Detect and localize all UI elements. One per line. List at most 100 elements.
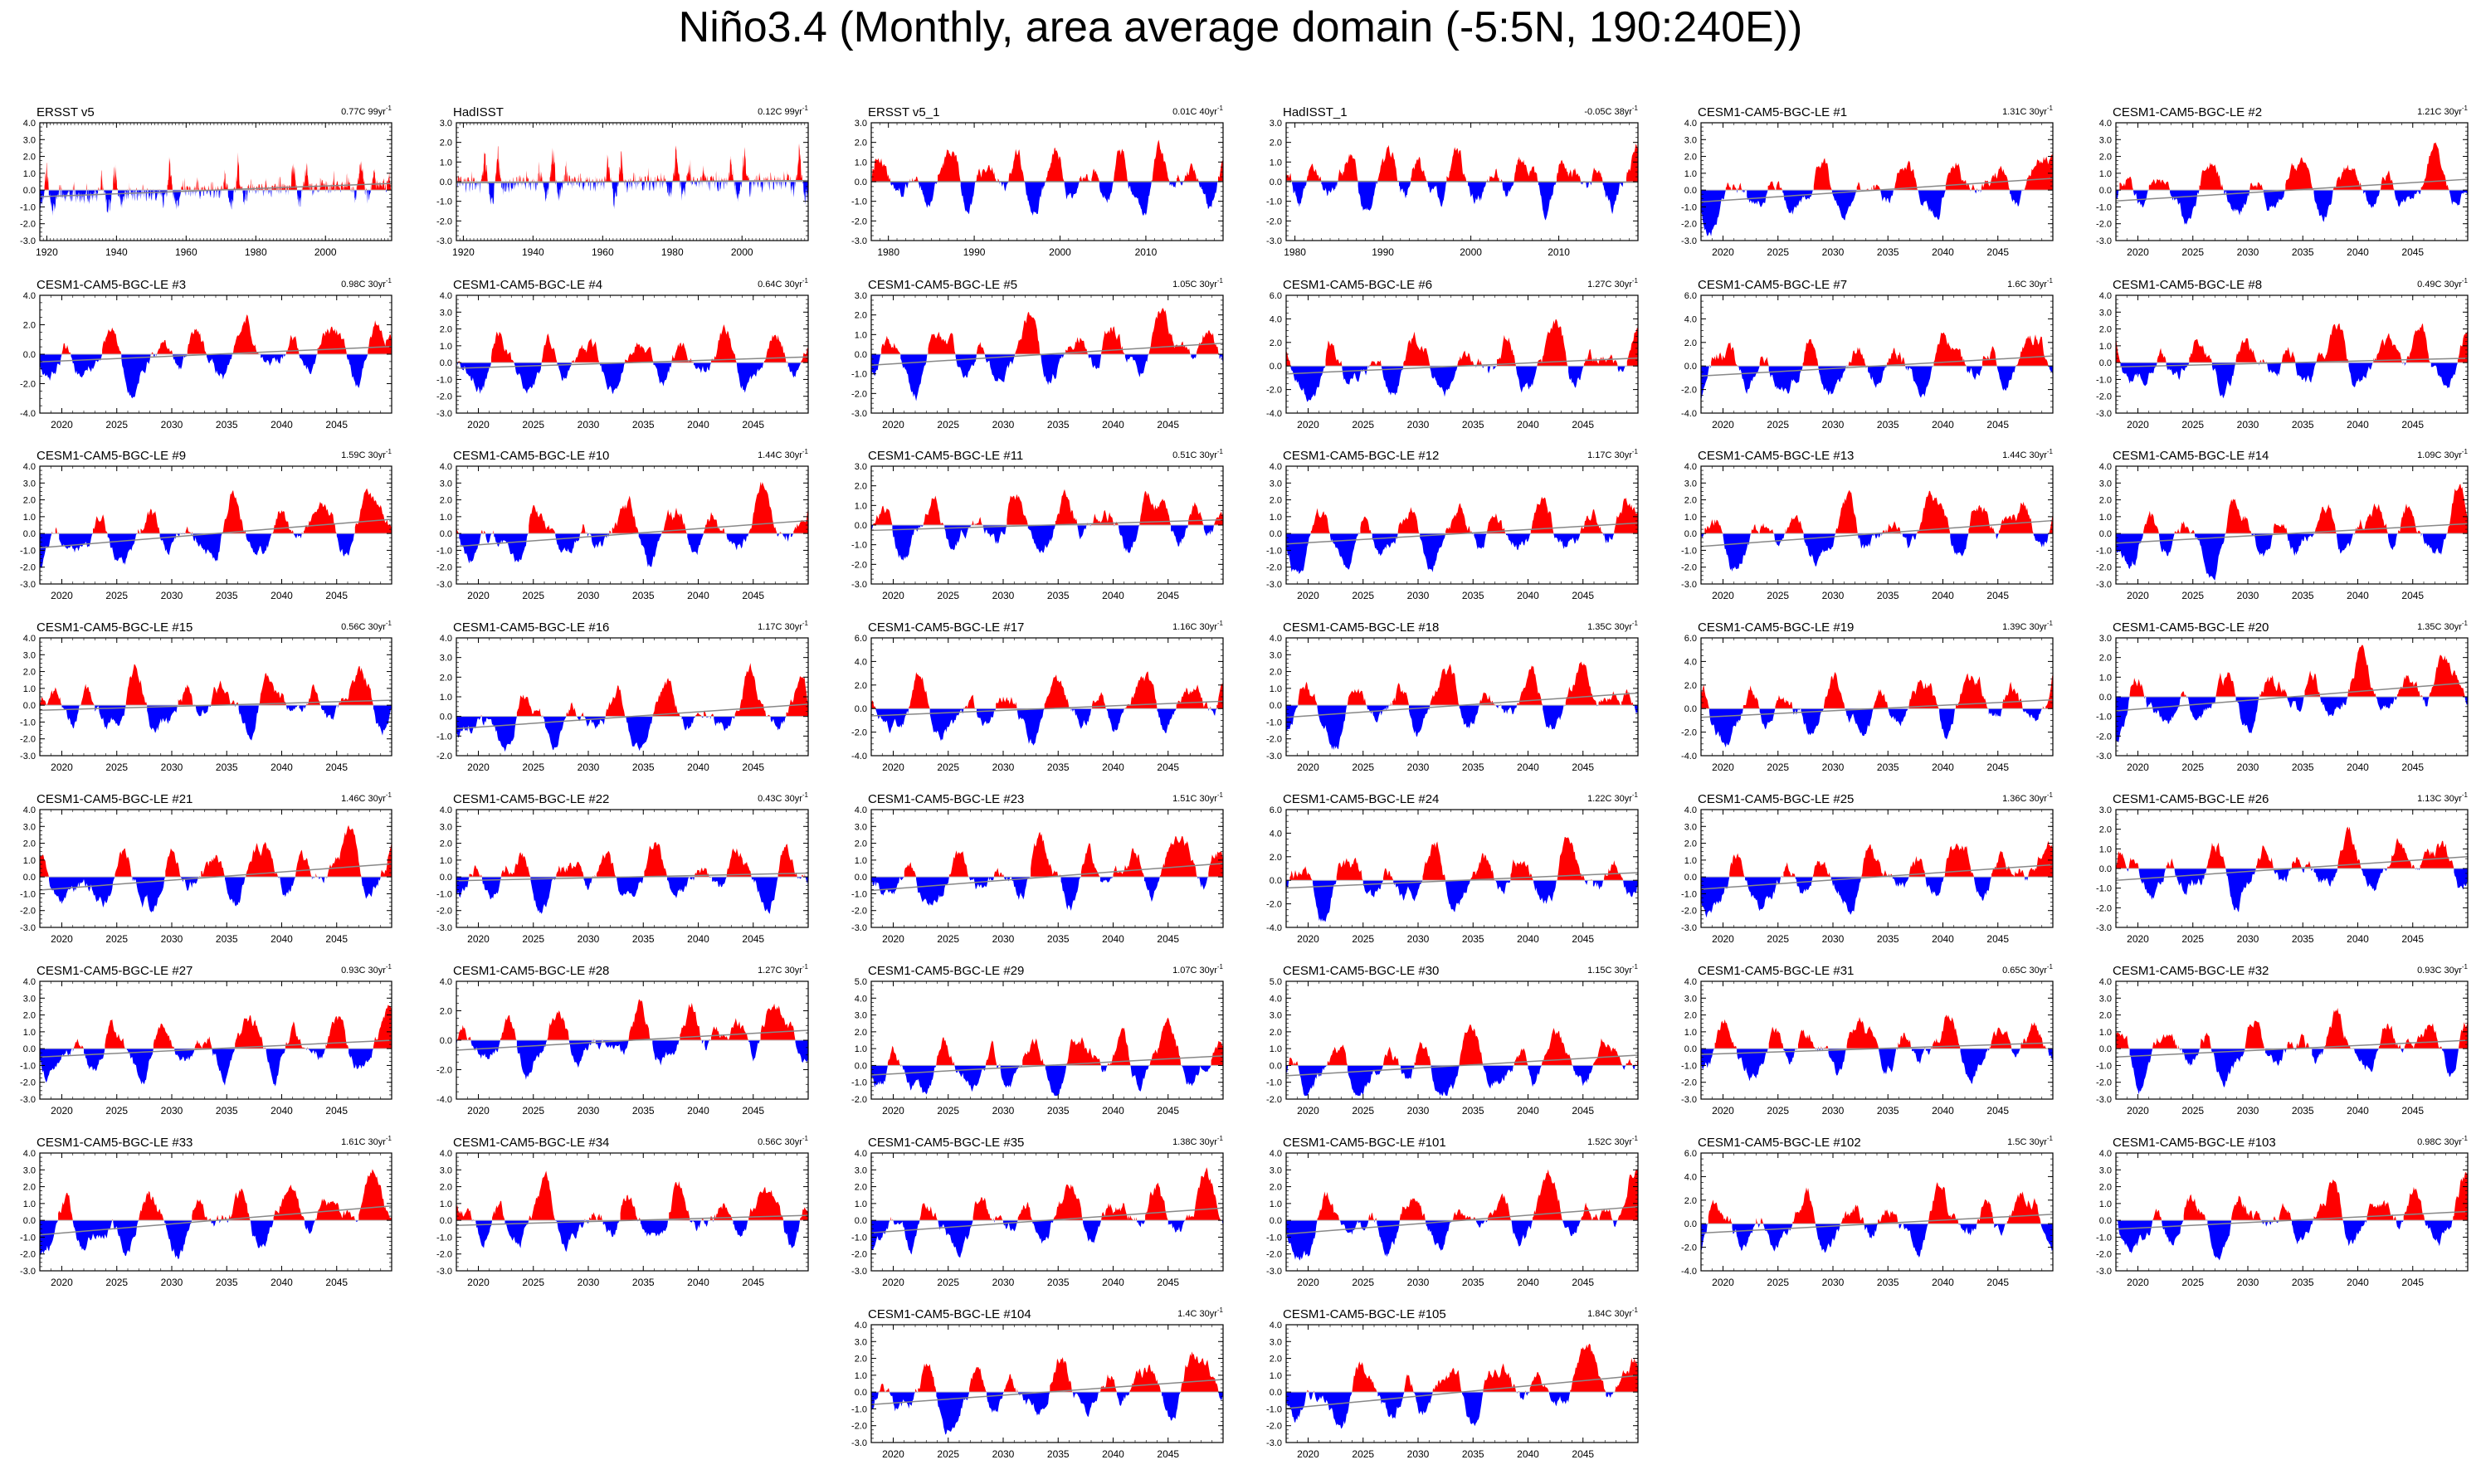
y-tick-label: 3.0 bbox=[855, 1337, 867, 1347]
y-tick-label: 0.0 bbox=[1684, 529, 1697, 539]
y-tick-label: 3.0 bbox=[1270, 650, 1282, 660]
x-tick-label: 2025 bbox=[1352, 933, 1374, 945]
x-tick-label: 2035 bbox=[216, 933, 238, 945]
x-tick-label: 2025 bbox=[105, 1105, 128, 1117]
x-tick-label: 2020 bbox=[2127, 933, 2149, 945]
y-tick-label: 3.0 bbox=[2099, 1165, 2112, 1175]
trend-label: 0.56C 30yr-1 bbox=[758, 1135, 808, 1147]
y-tick-label: 2.0 bbox=[1684, 338, 1697, 348]
y-tick-label: -1.0 bbox=[851, 1078, 867, 1088]
y-tick-label: 0.0 bbox=[440, 358, 452, 368]
y-tick-label: 4.0 bbox=[23, 1149, 36, 1159]
y-tick-label: 2.0 bbox=[1270, 338, 1282, 348]
x-tick-label: 2020 bbox=[1712, 761, 1734, 773]
y-tick-label: 5.0 bbox=[855, 977, 867, 987]
y-tick-label: 1.0 bbox=[440, 513, 452, 523]
y-tick-label: 2.0 bbox=[855, 139, 867, 148]
panel-title: CESM1-CAM5-BGC-LE #32 bbox=[2113, 964, 2269, 978]
trend-label: 1.07C 30yr-1 bbox=[1172, 963, 1223, 976]
y-tick-label: -3.0 bbox=[20, 580, 36, 590]
y-tick-label: 0.0 bbox=[23, 701, 36, 711]
negative-anomaly-area bbox=[456, 1040, 808, 1080]
negative-anomaly-area bbox=[2130, 1049, 2459, 1094]
x-tick-label: 2035 bbox=[216, 1277, 238, 1288]
y-tick-label: -2.0 bbox=[20, 220, 36, 230]
y-tick-label: 0.0 bbox=[1270, 876, 1282, 886]
x-tick-label: 2030 bbox=[161, 419, 183, 431]
x-tick-label: 2030 bbox=[2237, 933, 2259, 945]
x-tick-label: 2035 bbox=[2292, 761, 2314, 773]
x-tick-label: 2035 bbox=[2292, 1277, 2314, 1288]
negative-anomaly-area bbox=[40, 190, 392, 216]
negative-anomaly-area bbox=[457, 362, 801, 394]
x-tick-label: 2045 bbox=[1986, 590, 2009, 601]
y-tick-label: 1.0 bbox=[1270, 513, 1282, 523]
negative-anomaly-area bbox=[459, 533, 793, 567]
x-tick-label: 2035 bbox=[1462, 1277, 1484, 1288]
y-tick-label: -1.0 bbox=[20, 546, 36, 556]
panel-title: CESM1-CAM5-BGC-LE #8 bbox=[2113, 278, 2262, 292]
y-tick-label: 3.0 bbox=[23, 822, 36, 832]
y-tick-label: 2.0 bbox=[855, 681, 867, 691]
y-tick-label: -2.0 bbox=[1266, 1422, 1282, 1432]
y-tick-label: 1.0 bbox=[855, 1044, 867, 1054]
y-tick-label: 1.0 bbox=[1684, 1028, 1697, 1038]
panel-title: CESM1-CAM5-BGC-LE #104 bbox=[868, 1307, 1031, 1321]
x-tick-label: 2020 bbox=[2127, 1105, 2149, 1117]
trend-label: 1.5C 30yr-1 bbox=[2007, 1135, 2053, 1147]
y-tick-label: 4.0 bbox=[1684, 119, 1697, 129]
x-tick-label: 2035 bbox=[1047, 933, 1070, 945]
x-tick-label: 2030 bbox=[1822, 1277, 1845, 1288]
trend-label: 1.21C 30yr-1 bbox=[2417, 105, 2468, 117]
x-tick-label: 2045 bbox=[2401, 590, 2424, 601]
trend-label: 0.64C 30yr-1 bbox=[758, 277, 808, 290]
y-tick-label: 0.0 bbox=[23, 1216, 36, 1226]
x-tick-label: 2025 bbox=[105, 761, 128, 773]
x-tick-label: 2025 bbox=[1767, 246, 1789, 258]
y-tick-label: 0.0 bbox=[855, 1061, 867, 1071]
y-tick-label: 2.0 bbox=[440, 325, 452, 335]
y-tick-label: 4.0 bbox=[855, 1321, 867, 1331]
y-tick-label: 0.0 bbox=[440, 178, 452, 187]
y-tick-label: 6.0 bbox=[1684, 291, 1697, 301]
y-tick-label: -2.0 bbox=[1681, 563, 1697, 573]
x-tick-label: 2035 bbox=[2292, 246, 2314, 258]
y-tick-label: 2.0 bbox=[1684, 1011, 1697, 1021]
y-tick-label: -2.0 bbox=[1681, 220, 1697, 230]
y-tick-label: -2.0 bbox=[1681, 907, 1697, 917]
y-tick-label: 6.0 bbox=[1270, 805, 1282, 815]
y-tick-label: 2.0 bbox=[440, 496, 452, 506]
y-tick-label: -2.0 bbox=[851, 560, 867, 570]
y-tick-label: 2.0 bbox=[1270, 1028, 1282, 1038]
x-tick-label: 2045 bbox=[2401, 1105, 2424, 1117]
x-tick-label: 2030 bbox=[2237, 590, 2259, 601]
plot-frame bbox=[1701, 295, 2053, 413]
y-tick-label: 3.0 bbox=[1270, 1011, 1282, 1021]
x-tick-label: 2020 bbox=[1712, 419, 1734, 431]
y-tick-label: -2.0 bbox=[20, 563, 36, 573]
x-tick-label: 2030 bbox=[992, 590, 1015, 601]
x-tick-label: 2035 bbox=[1462, 1448, 1484, 1460]
y-tick-label: -1.0 bbox=[2096, 1233, 2112, 1243]
y-tick-label: -3.0 bbox=[2096, 236, 2112, 246]
x-tick-label: 2000 bbox=[314, 246, 337, 258]
y-tick-label: 6.0 bbox=[1270, 291, 1282, 301]
negative-anomaly-area bbox=[1286, 533, 1614, 574]
panel-title: ERSST v5 bbox=[37, 105, 95, 119]
y-tick-label: 4.0 bbox=[1270, 462, 1282, 472]
y-tick-label: 0.0 bbox=[1684, 704, 1697, 714]
y-tick-label: 2.0 bbox=[1684, 153, 1697, 163]
x-tick-label: 2020 bbox=[1712, 590, 1734, 601]
y-tick-label: 3.0 bbox=[855, 1165, 867, 1175]
